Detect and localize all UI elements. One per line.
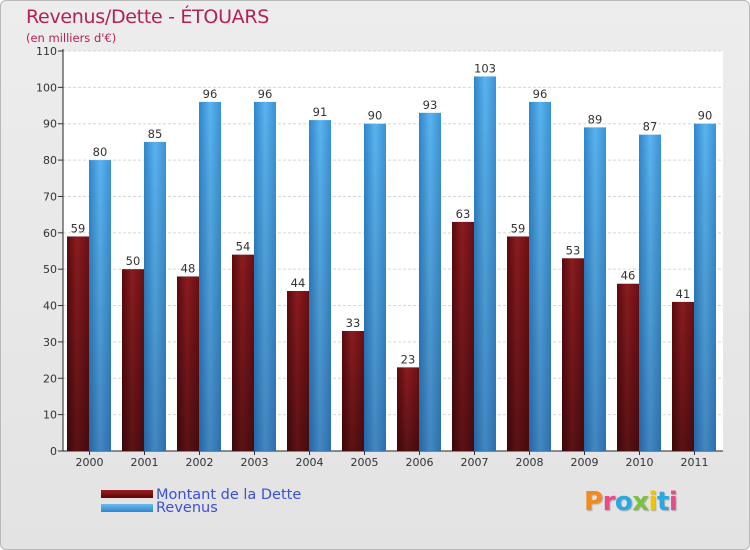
legend-label-dette: Montant de la Dette: [156, 487, 302, 503]
data-label-dette: 23: [401, 352, 416, 366]
y-tick-label: 20: [43, 372, 57, 385]
bar-shade-revenus: [639, 134, 661, 452]
data-label-revenus: 87: [643, 120, 658, 134]
x-tick-label: 2005: [351, 456, 379, 469]
data-label-dette: 41: [676, 287, 691, 301]
data-label-revenus: 96: [258, 87, 273, 101]
data-label-dette: 33: [346, 316, 361, 330]
legend-label-revenus: Revenus: [156, 500, 218, 516]
data-label-revenus: 91: [313, 105, 328, 119]
y-tick-label: 70: [43, 190, 57, 203]
x-tick-label: 2006: [406, 456, 434, 469]
data-label-revenus: 90: [698, 109, 713, 123]
data-label-dette: 63: [456, 207, 471, 221]
y-tick-label: 10: [43, 409, 57, 422]
bar-shade-revenus: [199, 101, 221, 451]
y-tick-label: 80: [43, 154, 57, 167]
bar-shade-revenus: [309, 120, 331, 451]
bar-shade-revenus: [419, 112, 441, 452]
bar-shade-dette: [67, 236, 89, 451]
data-label-revenus: 80: [93, 145, 108, 159]
y-tick-label: 90: [43, 118, 57, 131]
logo-letter: o: [614, 487, 633, 517]
plot-area: [63, 51, 723, 451]
data-label-dette: 50: [126, 254, 141, 268]
bar-shade-dette: [287, 291, 309, 451]
y-tick-label: 50: [43, 263, 57, 276]
logo-letter: x: [632, 487, 649, 517]
data-label-dette: 54: [236, 240, 251, 254]
legend-swatch-dette: [101, 490, 153, 498]
bar-shade-revenus: [529, 101, 551, 451]
bar-shade-dette: [342, 331, 364, 451]
data-label-revenus: 96: [533, 87, 548, 101]
logo-letter: i: [668, 487, 678, 517]
data-label-dette: 59: [71, 221, 86, 235]
x-tick-label: 2008: [516, 456, 544, 469]
logo-letter: t: [656, 487, 669, 517]
logo-letter: P: [584, 487, 603, 517]
bar-shade-revenus: [364, 123, 386, 452]
x-tick-label: 2001: [131, 456, 159, 469]
legend-swatch-revenus: [101, 504, 153, 512]
x-tick-label: 2004: [296, 456, 324, 469]
data-label-revenus: 96: [203, 87, 218, 101]
chart-subtitle: (en milliers d'€): [26, 31, 117, 45]
bar-shade-revenus: [89, 160, 111, 451]
data-label-dette: 44: [291, 276, 306, 290]
data-label-revenus: 103: [474, 61, 496, 75]
data-label-dette: 53: [566, 243, 581, 257]
bar-shade-dette: [672, 301, 694, 451]
chart-title: Revenus/Dette - ÉTOUARS: [26, 6, 270, 28]
data-label-revenus: 85: [148, 127, 163, 141]
x-tick-label: 2000: [76, 456, 104, 469]
bar-shade-revenus: [144, 141, 166, 451]
x-tick-label: 2010: [626, 456, 654, 469]
data-label-dette: 48: [181, 261, 196, 275]
x-tick-label: 2002: [186, 456, 214, 469]
y-tick-label: 100: [36, 81, 57, 94]
y-tick-label: 40: [43, 300, 57, 313]
bar-shade-dette: [232, 254, 254, 451]
bar-shade-revenus: [474, 76, 496, 452]
bar-shade-dette: [177, 276, 199, 451]
logo-letter: r: [602, 487, 616, 517]
x-tick-label: 2003: [241, 456, 269, 469]
bar-shade-dette: [397, 367, 419, 451]
bar-shade-revenus: [254, 101, 276, 451]
bar-shade-dette: [122, 269, 144, 451]
data-label-dette: 59: [511, 221, 526, 235]
bar-shade-revenus: [584, 127, 606, 451]
proxiti-logo: Proxiti: [584, 487, 678, 517]
x-tick-label: 2011: [681, 456, 709, 469]
x-tick-label: 2007: [461, 456, 489, 469]
data-label-revenus: 89: [588, 112, 603, 126]
bar-shade-dette: [507, 236, 529, 451]
y-tick-label: 60: [43, 227, 57, 240]
data-label-revenus: 90: [368, 109, 383, 123]
logo-letter: i: [648, 487, 658, 517]
y-tick-label: 30: [43, 336, 57, 349]
x-tick-label: 2009: [571, 456, 599, 469]
bar-shade-dette: [562, 258, 584, 451]
data-label-dette: 46: [621, 269, 636, 283]
bar-shade-revenus: [694, 123, 716, 452]
y-tick-label: 0: [50, 445, 57, 458]
data-label-revenus: 93: [423, 98, 438, 112]
bar-shade-dette: [617, 283, 639, 451]
bar-shade-dette: [452, 221, 474, 451]
y-tick-label: 110: [36, 45, 57, 58]
